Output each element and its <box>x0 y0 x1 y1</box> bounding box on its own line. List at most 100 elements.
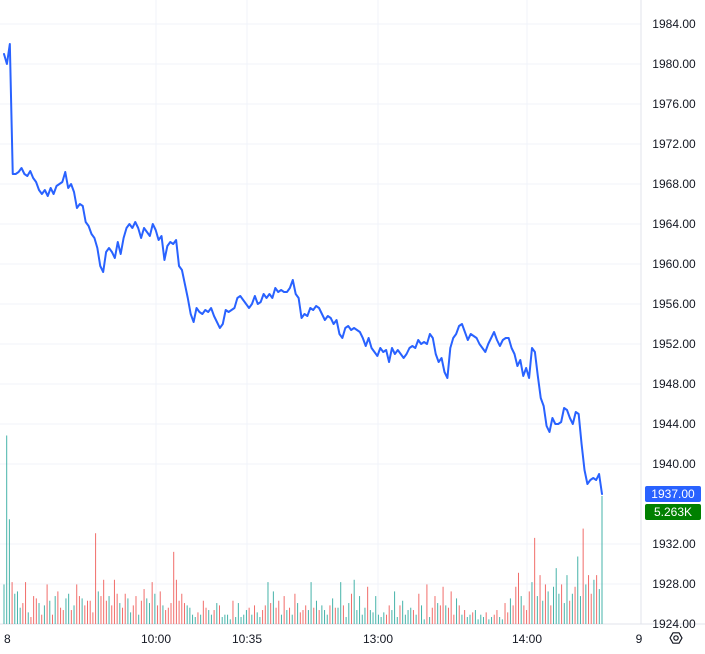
volume-bar <box>566 575 568 624</box>
volume-bar <box>447 607 449 624</box>
volume-bar <box>259 617 261 624</box>
volume-bar <box>507 612 509 624</box>
volume-bar <box>6 435 8 624</box>
volume-bar <box>453 614 455 624</box>
volume-bar <box>321 605 323 624</box>
last-volume-label: 5.263K <box>654 505 692 519</box>
last-volume-tag-bg <box>645 504 701 520</box>
y-axis[interactable]: 1924.00 1928.00 1932.00 1940.00 1944.00 1948.… <box>640 0 696 631</box>
volume-bar <box>245 610 247 624</box>
volume-bar <box>232 600 234 624</box>
volume-bar <box>275 607 277 624</box>
volume-bar <box>571 593 573 624</box>
volume-bar <box>517 572 519 624</box>
volume-bar <box>434 596 436 624</box>
volume-bar <box>326 614 328 624</box>
gear-icon[interactable] <box>664 628 688 648</box>
volume-bar <box>22 603 24 624</box>
volume-bar <box>291 614 293 624</box>
volume-bar <box>593 579 595 624</box>
volume-bar <box>289 607 291 624</box>
volume-bar <box>596 575 598 624</box>
y-tick-label: 1972.00 <box>652 137 696 151</box>
volume-bar <box>97 591 99 624</box>
volume-bar <box>30 617 32 624</box>
volume-bar <box>151 582 153 624</box>
volume-bar <box>154 593 156 624</box>
volume-bar <box>73 605 75 624</box>
y-tick-label: 1940.00 <box>652 457 696 471</box>
volume-bar <box>512 605 514 624</box>
volume-bar <box>372 612 374 624</box>
y-tick-label: 1928.00 <box>652 577 696 591</box>
volume-bar <box>130 612 132 624</box>
volume-bar <box>469 614 471 624</box>
volume-bar <box>213 610 215 624</box>
volume-bar <box>367 586 369 624</box>
x-axis[interactable]: 8 10:00 10:35 13:00 14:00 9 <box>4 632 643 646</box>
y-tick-label: 1960.00 <box>652 257 696 271</box>
grid <box>0 0 705 625</box>
volume-bar <box>208 610 210 624</box>
volume-bar <box>148 603 150 624</box>
volume-bar <box>305 605 307 624</box>
volume-bar <box>310 582 312 624</box>
volume-bar <box>442 586 444 624</box>
x-tick-label: 8 <box>4 632 11 646</box>
volume-bar <box>350 593 352 624</box>
volume-bar <box>456 598 458 624</box>
volume-bar <box>550 605 552 624</box>
last-price-tag: 1937.00 <box>645 486 701 502</box>
volume-bar <box>445 605 447 624</box>
volume-bar <box>194 617 196 624</box>
volume-bar <box>394 591 396 624</box>
volume-bar <box>286 610 288 624</box>
volume-bar <box>68 593 70 624</box>
volume-bar <box>423 619 425 624</box>
volume-bar <box>243 614 245 624</box>
volume-bar <box>254 605 256 624</box>
volume-bar <box>601 496 603 624</box>
volume-bar <box>235 617 237 624</box>
volume-bar <box>224 614 226 624</box>
volume-bar <box>461 614 463 624</box>
volume-bar <box>574 586 576 624</box>
volume-bar <box>127 598 129 624</box>
volume-bar <box>81 598 83 624</box>
volume-bar <box>227 614 229 624</box>
volume-bar <box>588 575 590 624</box>
y-tick-label: 1924.00 <box>652 617 696 631</box>
volume-bar <box>472 612 474 624</box>
volume-bar <box>359 596 361 624</box>
volume-bar <box>41 614 43 624</box>
volume-bar <box>116 593 118 624</box>
volume-bar <box>404 614 406 624</box>
volume-bar <box>402 600 404 624</box>
volume-bar <box>57 591 59 624</box>
volume-bar <box>501 619 503 624</box>
volume-bar <box>523 605 525 624</box>
volume-bar <box>553 586 555 624</box>
volume-bar <box>84 605 86 624</box>
y-tick-label: 1968.00 <box>652 177 696 191</box>
x-tick-label: 10:35 <box>232 632 262 646</box>
chart-settings-button[interactable] <box>664 628 688 648</box>
volume-bar <box>159 591 161 624</box>
volume-bar <box>364 607 366 624</box>
volume-bar <box>340 582 342 624</box>
volume-bar <box>103 579 105 624</box>
volume-bar <box>375 596 377 624</box>
y-tick-label: 1964.00 <box>652 217 696 231</box>
volume-bar <box>46 584 48 624</box>
volume-bar <box>218 605 220 624</box>
volume-bar <box>248 607 250 624</box>
volume-bar <box>563 603 565 624</box>
y-tick-label: 1956.00 <box>652 297 696 311</box>
volume-bar <box>167 607 169 624</box>
volume-bar <box>189 607 191 624</box>
volume-bar <box>229 619 231 624</box>
price-line-group <box>3 43 603 495</box>
volume-bar <box>386 614 388 624</box>
